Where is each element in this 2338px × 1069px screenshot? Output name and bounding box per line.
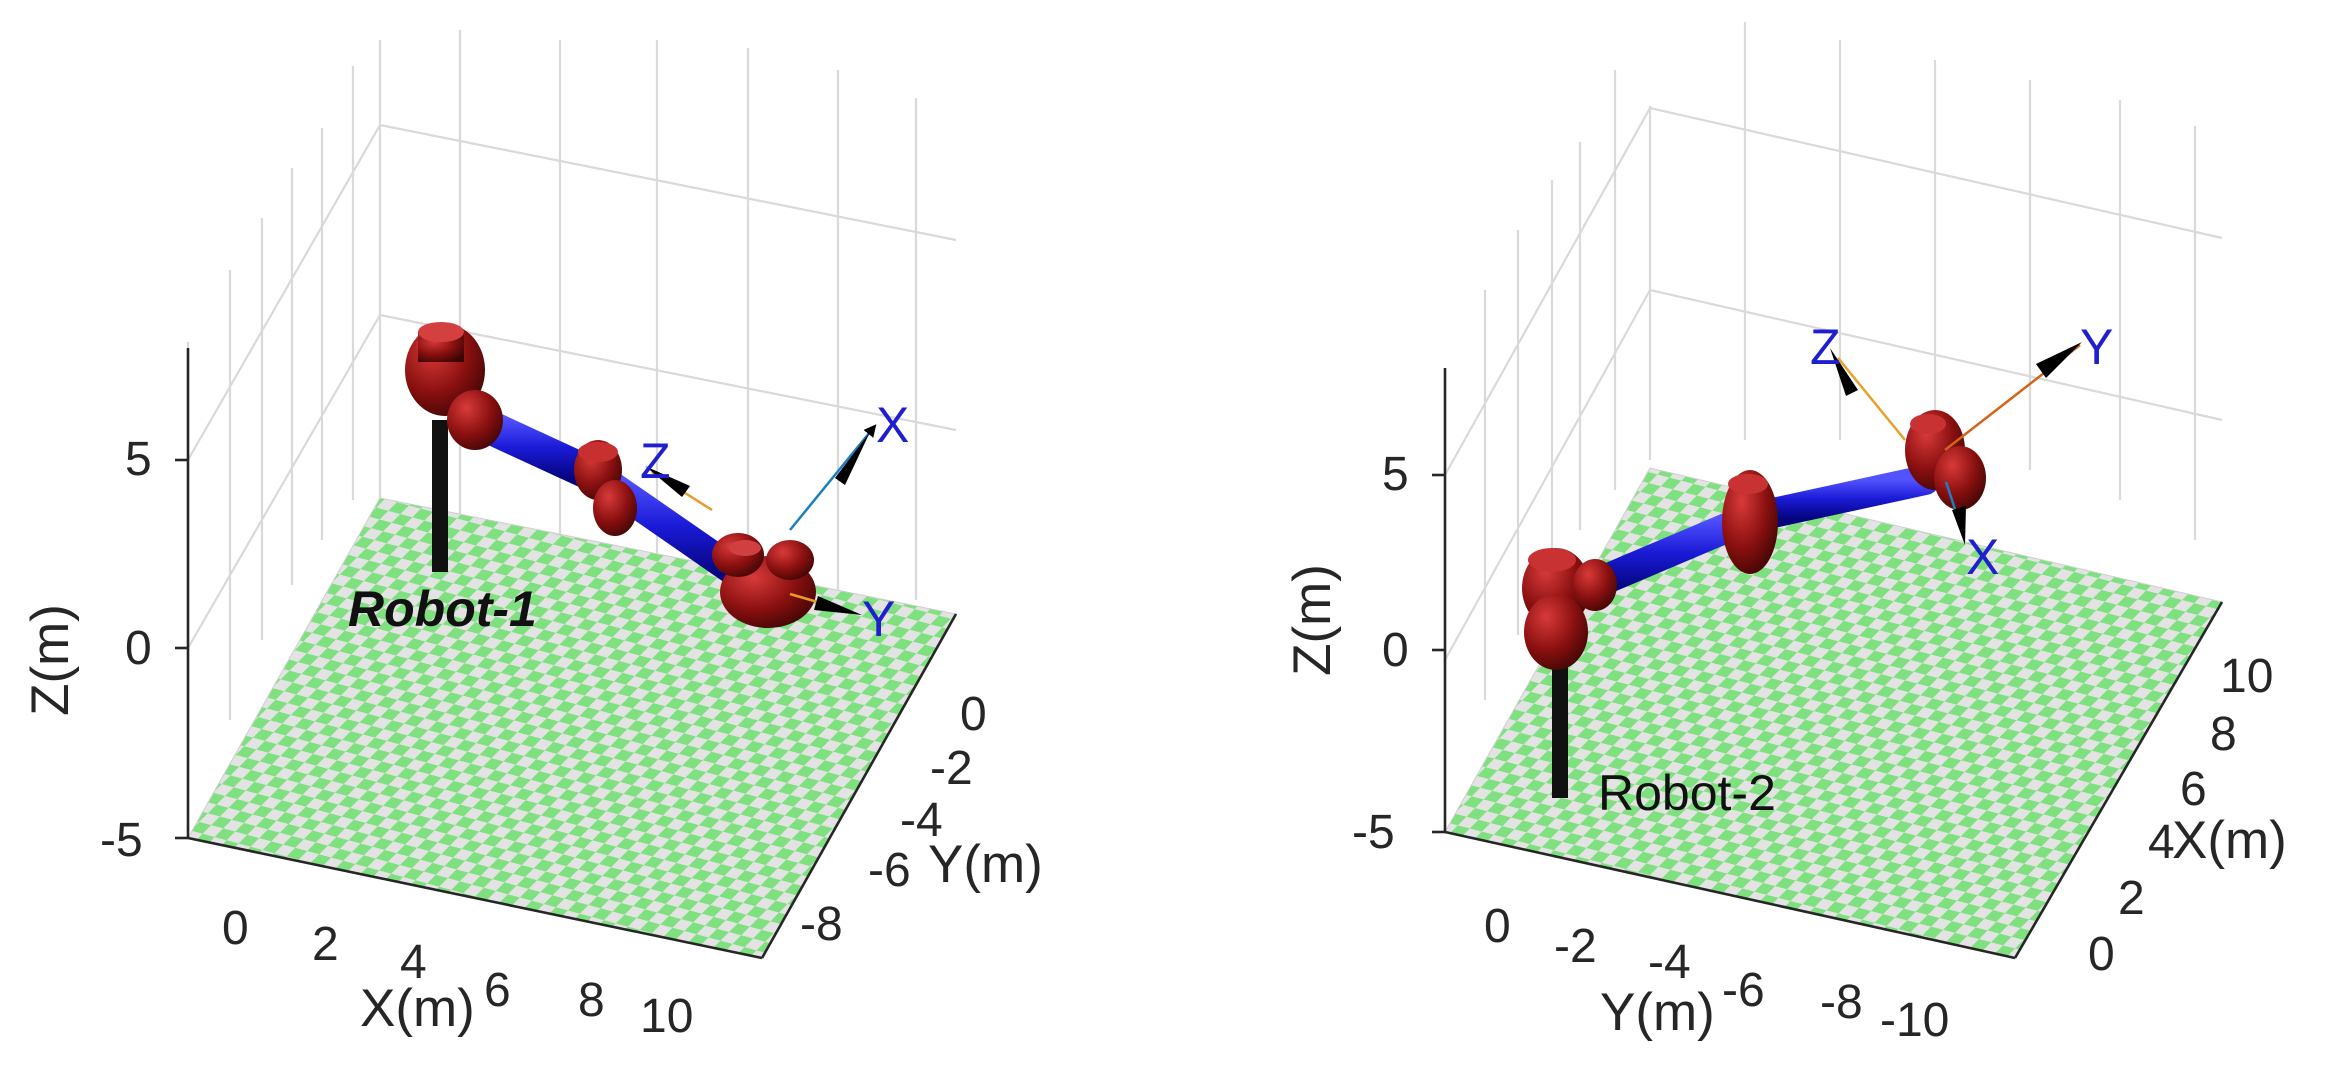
panel-2-x-tick-10: 10 — [2220, 650, 2273, 703]
panel-2-x-label: X(m) — [2172, 811, 2287, 870]
panel-1-z-tick-neg5: -5 — [100, 814, 143, 867]
panel-2-x-tick-2: 2 — [2118, 872, 2145, 925]
robot-1-frame-y-label: Y — [862, 591, 895, 647]
panel-2-x-tick-4: 4 — [2148, 816, 2175, 869]
panel-robot-2: 5 0 -5 Z(m) 0 -2 -4 -6 -8 -10 Y(m) 10 8 … — [1283, 22, 2287, 1047]
robot-1-elbow-joint — [574, 440, 637, 536]
panel-1-x-tick-4: 4 — [400, 936, 427, 989]
panel-2-x-tick-6: 6 — [2180, 763, 2207, 816]
panel-1-z-tick-5: 5 — [125, 433, 152, 486]
panel-1-x-tick-2: 2 — [312, 918, 339, 971]
panel-2-y-label: Y(m) — [1600, 983, 1715, 1042]
panel-1-x-tick-6: 6 — [484, 964, 511, 1017]
panel-2-z-tick-0: 0 — [1382, 624, 1409, 677]
robot-2-frame-y-label: Y — [2080, 319, 2113, 375]
panel-1-x-label: X(m) — [360, 979, 475, 1038]
robot-1-frame-x-label: X — [876, 397, 909, 453]
panel-2-y-tick-neg4: -4 — [1648, 936, 1691, 989]
robot-2-pedestal — [1552, 640, 1568, 798]
panel-1-x-tick-8: 8 — [578, 974, 605, 1027]
panel-1-y-tick-neg8: -8 — [800, 898, 843, 951]
robot-1-wrist-joint — [712, 533, 816, 628]
robot-2-elbow-joint — [1722, 470, 1778, 574]
panel-2-axes — [1432, 368, 2224, 960]
panel-2-x-tick-8: 8 — [2210, 708, 2237, 761]
panel-2-y-tick-neg10: -10 — [1880, 994, 1949, 1047]
panel-2-y-tick-neg8: -8 — [1820, 976, 1863, 1029]
panel-2-z-tick-neg5: -5 — [1352, 806, 1395, 859]
panel-2-y-tick-0: 0 — [1484, 900, 1511, 953]
panel-1-z-tick-0: 0 — [125, 622, 152, 675]
panel-1-y-tick-neg2: -2 — [930, 742, 973, 795]
panel-1-z-label: Z(m) — [21, 604, 80, 716]
robot-2-link-2 — [1735, 465, 1940, 533]
robot-2-base-joint — [1522, 548, 1617, 670]
panel-1-axes — [175, 348, 958, 960]
panel-1-x-tick-10: 10 — [640, 990, 693, 1043]
panel-1-floor — [187, 497, 957, 959]
robot-2-frame-z-label: Z — [1810, 319, 1841, 375]
robot-1-pedestal — [432, 420, 448, 572]
robot-1-label: Robot-1 — [348, 581, 537, 637]
panel-2-x-tick-0: 0 — [2088, 928, 2115, 981]
robot-2-frame: Y Z X — [1810, 319, 2113, 585]
robot-1-frame-z-label: Z — [640, 433, 671, 489]
panel-1-y-tick-0: 0 — [960, 688, 987, 741]
panel-1-x-tick-0: 0 — [222, 902, 249, 955]
panel-2-y-tick-neg6: -6 — [1722, 964, 1765, 1017]
panel-2-z-label: Z(m) — [1283, 564, 1342, 676]
robot-1-arm: X Z Y Robot-1 — [348, 322, 909, 647]
panel-1-y-label: Y(m) — [928, 835, 1043, 894]
panel-1-grid — [186, 30, 957, 838]
robot-2-frame-x-label: X — [1966, 529, 1999, 585]
robot-2-label: Robot-2 — [1598, 765, 1776, 821]
robot-1-base-joint — [405, 322, 503, 450]
panel-robot-1: 5 0 -5 Z(m) 0 2 4 6 8 10 X(m) 0 -2 -4 -6… — [21, 30, 1043, 1043]
robot-2-wrist-joint — [1905, 410, 1986, 510]
panel-2-z-tick-5: 5 — [1382, 448, 1409, 501]
panel-1-y-tick-neg6: -6 — [868, 844, 911, 897]
robot-2-arm: Y Z X Robot-2 — [1522, 319, 2113, 821]
panel-1-y-tick-neg4: -4 — [900, 794, 943, 847]
panel-2-y-tick-neg2: -2 — [1554, 920, 1597, 973]
robot-1-frame: X Z Y — [640, 397, 909, 647]
